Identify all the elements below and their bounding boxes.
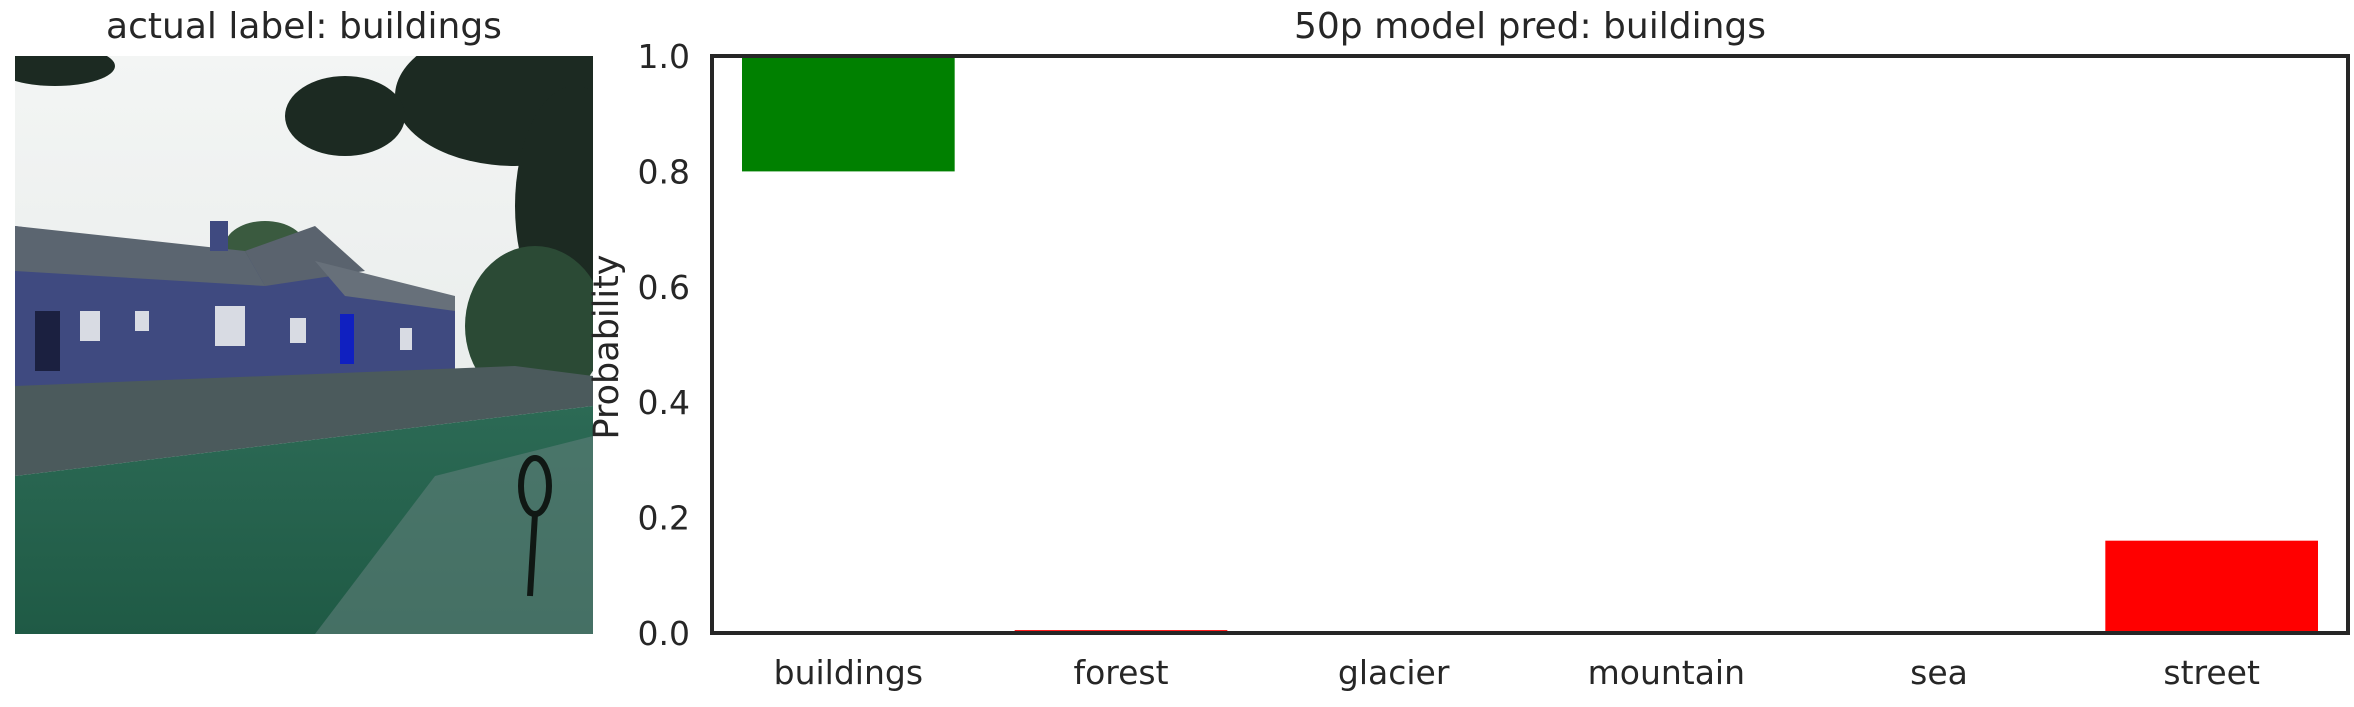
bar-street <box>2105 540 2319 633</box>
y-tick-label: 0.4 <box>638 383 690 422</box>
plot-frame <box>710 54 2350 635</box>
building <box>15 221 455 386</box>
y-tick-label: 0.2 <box>638 499 690 538</box>
y-tick-label: 0.6 <box>638 268 690 307</box>
sample-photo <box>15 56 593 634</box>
x-tick-label: buildings <box>774 653 923 692</box>
x-tick-label: sea <box>1910 653 1968 692</box>
trees <box>15 56 593 406</box>
x-tick-label: mountain <box>1588 653 1745 692</box>
y-tick-label: 1.0 <box>638 37 690 76</box>
y-tick-label: 0.8 <box>638 152 690 191</box>
bar-buildings <box>741 56 955 172</box>
image-title: actual label: buildings <box>106 6 502 47</box>
y-tick-label: 0.0 <box>638 614 690 653</box>
y-axis-label: Probability <box>587 254 627 439</box>
x-tick-label: street <box>2163 653 2260 692</box>
x-tick-label: glacier <box>1338 653 1450 692</box>
chart-title: 50p model pred: buildings <box>1293 6 1767 47</box>
x-tick-label: forest <box>1073 653 1168 692</box>
